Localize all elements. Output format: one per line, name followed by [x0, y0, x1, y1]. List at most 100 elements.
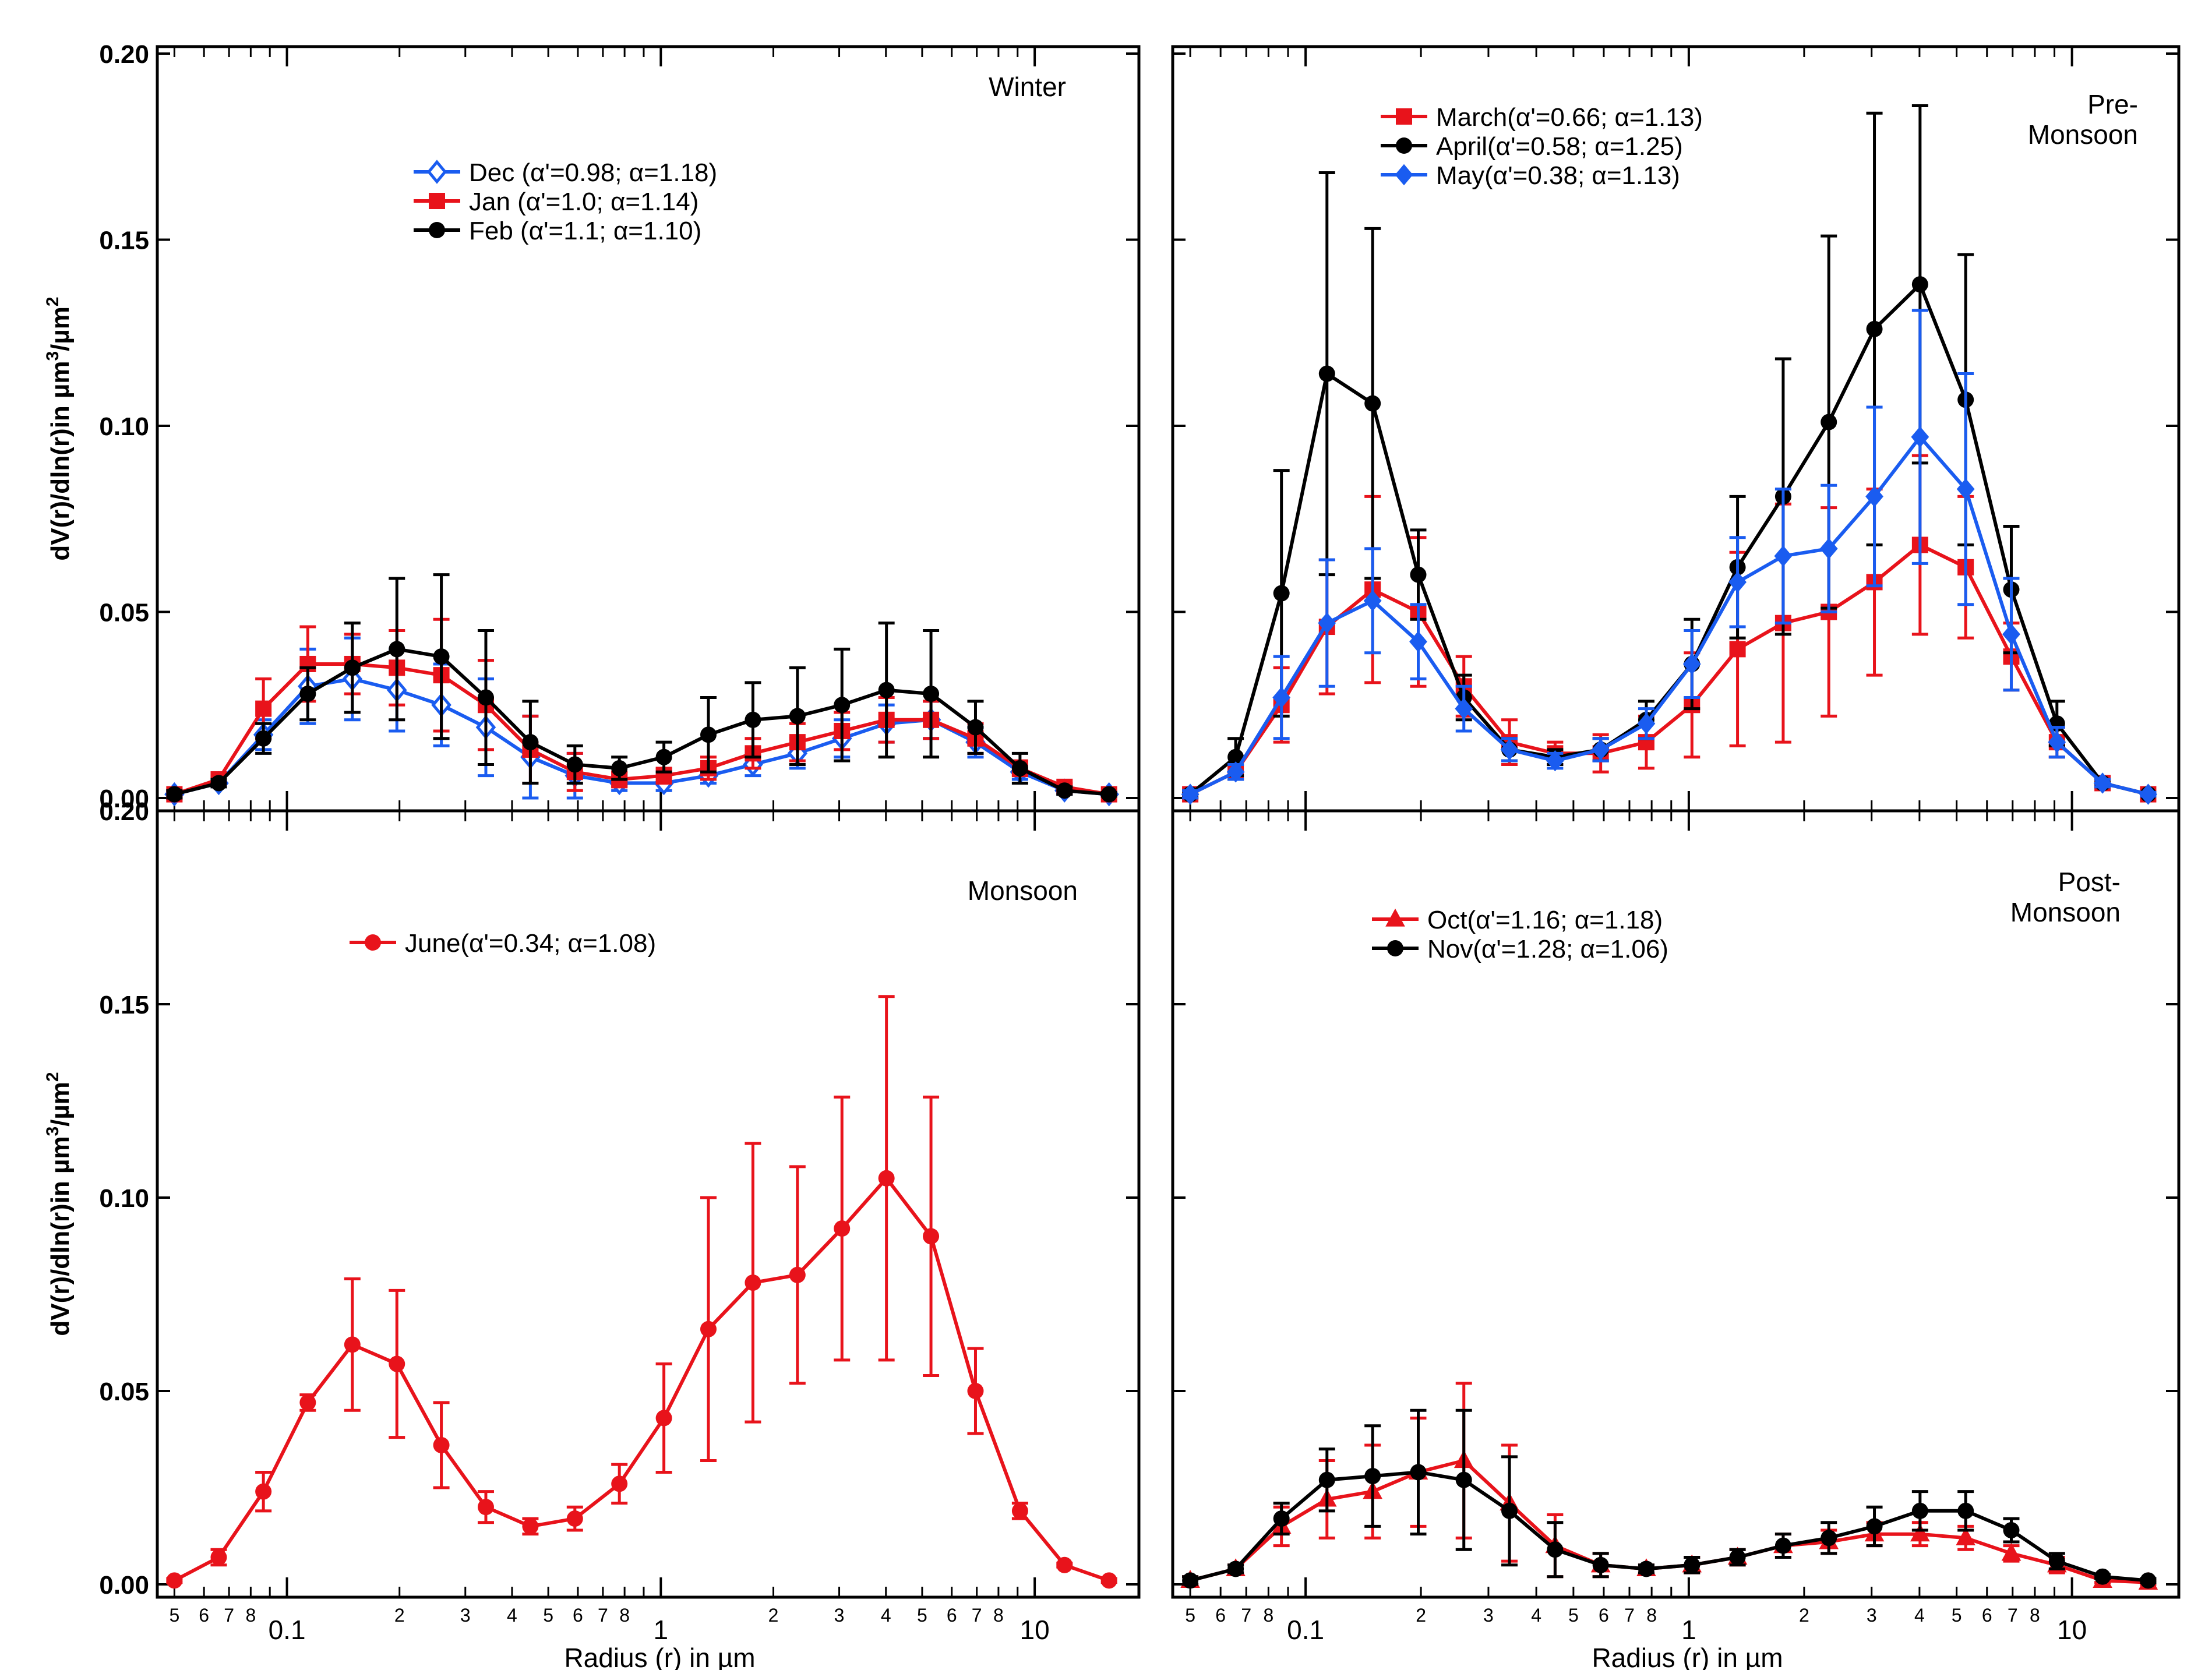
- data-point: [655, 1410, 672, 1427]
- data-point: [1410, 566, 1427, 583]
- x-minor-tick-label: 5: [543, 1605, 553, 1626]
- data-point: [1774, 1537, 1791, 1554]
- legend-label: Dec (α'=0.98; α=1.18): [469, 158, 717, 187]
- y-tick-label: 0.00: [99, 785, 149, 813]
- series-line: [174, 647, 1109, 796]
- data-point: [1500, 739, 1519, 761]
- data-point: [1684, 1556, 1701, 1573]
- x-minor-tick-label: 6: [199, 1605, 209, 1626]
- data-point: [611, 760, 628, 776]
- data-point: [1455, 698, 1473, 719]
- data-point: [522, 1518, 539, 1535]
- legend-marker: [1395, 164, 1413, 186]
- legend-label: Feb (α'=1.1; α=1.10): [469, 217, 701, 245]
- data-point: [789, 1266, 806, 1283]
- data-point: [1318, 1471, 1335, 1488]
- data-point: [789, 708, 806, 725]
- x-minor-tick-label: 6: [573, 1605, 583, 1626]
- legend-label: March(α'=0.66; α=1.13): [1436, 103, 1703, 132]
- data-point: [1637, 713, 1656, 735]
- data-point: [1911, 276, 1928, 293]
- x-minor-tick-label: 4: [1531, 1605, 1541, 1626]
- data-point: [2003, 1522, 2020, 1539]
- x-minor-tick-label: 6: [947, 1605, 957, 1626]
- x-minor-tick-label: 7: [1241, 1605, 1251, 1626]
- data-point: [344, 659, 361, 676]
- y-tick-label: 0.10: [99, 412, 149, 441]
- x-minor-tick-label: 2: [394, 1605, 405, 1626]
- data-point: [1592, 1556, 1609, 1573]
- data-point: [745, 1274, 761, 1291]
- y-tick-label: 0.10: [99, 1184, 149, 1213]
- data-point: [255, 730, 272, 747]
- data-point: [1011, 760, 1028, 776]
- data-point: [166, 786, 183, 803]
- data-point: [1819, 538, 1838, 560]
- data-point: [522, 734, 539, 751]
- x-minor-tick-label: 5: [169, 1605, 179, 1626]
- legend-label: April(α'=0.58; α=1.25): [1436, 132, 1683, 161]
- data-point: [1728, 571, 1747, 593]
- x-minor-tick-label: 6: [1599, 1605, 1609, 1626]
- panel-1: Pre-Monsoon March(α'=0.66; α=1.13)April(α…: [1171, 45, 2181, 813]
- legend-marker: [365, 934, 381, 951]
- data-point: [1100, 1572, 1117, 1589]
- data-point: [1100, 786, 1117, 803]
- data-point: [2002, 623, 2020, 645]
- panel-0: 0.00 0.05 0.10 0.15 0.20 dV(r)/dln(r)in µm3/µ…: [43, 40, 1141, 813]
- data-point: [1592, 739, 1610, 761]
- data-point: [210, 775, 227, 792]
- data-point: [1821, 1530, 1837, 1547]
- y-axis-title-part: dV(r)/dln(r)in µm: [46, 361, 75, 560]
- data-point: [210, 1549, 227, 1566]
- series-line: [174, 1175, 1110, 1583]
- y-axis-title-part: 2: [43, 296, 62, 306]
- data-point: [1273, 1510, 1290, 1527]
- y-tick-label: 0.20: [99, 797, 149, 826]
- data-point: [1056, 1556, 1073, 1573]
- data-point: [344, 1336, 361, 1353]
- data-point: [1865, 486, 1883, 507]
- x-minor-tick-label: 7: [1624, 1605, 1635, 1626]
- data-point: [1409, 631, 1427, 652]
- x-axis-title: Radius (r) in µm: [1592, 1643, 1783, 1670]
- y-axis-title-part: 3: [43, 1127, 62, 1136]
- data-point: [477, 1499, 494, 1516]
- data-point: [967, 1383, 984, 1399]
- data-point: [1957, 1502, 1974, 1519]
- data-point: [1866, 320, 1883, 337]
- x-minor-tick-label: 5: [1952, 1605, 1962, 1626]
- x-minor-tick-label: 5: [917, 1605, 927, 1626]
- x-minor-tick-label: 8: [1646, 1605, 1657, 1626]
- x-major-tick-label: 0.1: [269, 1615, 306, 1645]
- series-1: [1182, 1408, 2157, 1589]
- y-axis-title-part: dV(r)/dln(r)in µm: [46, 1136, 75, 1336]
- data-point: [2048, 1553, 2065, 1570]
- series-line: [1189, 434, 2149, 796]
- data-point: [834, 697, 851, 714]
- y-axis-title-part: /µm: [46, 1082, 75, 1127]
- legend-label: May(α'=0.38; α=1.13): [1436, 161, 1680, 190]
- x-major-tick-label: 1: [1681, 1615, 1696, 1645]
- data-point: [878, 1170, 895, 1187]
- data-point: [834, 1220, 851, 1237]
- panel-2: 0.000.050.100.150.205 6 7 8 2 3 4 5 6 7 8 2 3 4 5 6 7 80.…: [43, 797, 1141, 1670]
- x-minor-tick-label: 2: [768, 1605, 779, 1626]
- plot-frame: [1171, 809, 2181, 1599]
- data-point: [700, 726, 717, 743]
- legend-label: Oct(α'=1.16; α=1.18): [1427, 906, 1663, 934]
- data-point: [1547, 1541, 1564, 1558]
- data-point: [2139, 783, 2157, 805]
- data-point: [1866, 1518, 1883, 1535]
- data-point: [1364, 1468, 1381, 1485]
- x-minor-tick-label: 3: [460, 1605, 471, 1626]
- x-minor-tick-label: 6: [1215, 1605, 1226, 1626]
- data-point: [1455, 1471, 1472, 1488]
- x-major-tick-label: 1: [654, 1615, 669, 1645]
- series-line: [1190, 1470, 2149, 1583]
- data-point: [2093, 772, 2112, 794]
- legend-marker: [429, 193, 445, 209]
- x-minor-tick-label: 3: [1867, 1605, 1877, 1626]
- x-minor-tick-label: 2: [1799, 1605, 1809, 1626]
- panel-title: Monsoon: [2010, 897, 2121, 927]
